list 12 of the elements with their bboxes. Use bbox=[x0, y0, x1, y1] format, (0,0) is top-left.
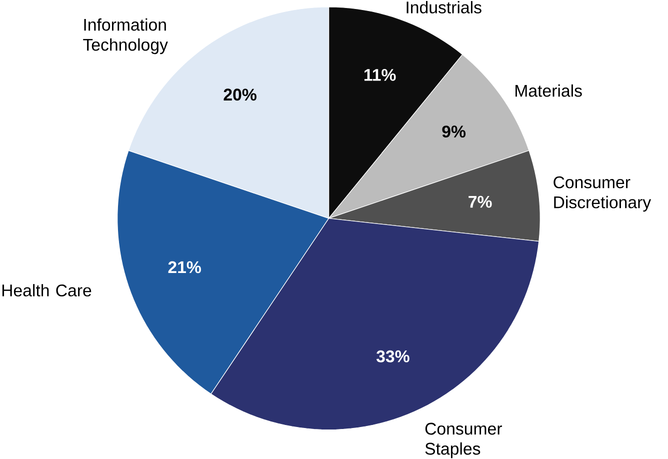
slice-label: Consumer Discretionary bbox=[554, 176, 652, 212]
slice-label: Information Technology bbox=[83, 18, 168, 54]
data-label: 20% bbox=[224, 88, 256, 101]
data-label: 33% bbox=[376, 350, 410, 362]
slice-label: Materials bbox=[516, 84, 582, 97]
slice-label: Consumer Staples bbox=[425, 422, 502, 458]
slice-label: Industrials bbox=[406, 0, 482, 14]
data-label: 9% bbox=[442, 126, 466, 138]
slice-label: Health Care bbox=[2, 284, 92, 296]
data-label: 11% bbox=[364, 68, 396, 81]
data-label: 21% bbox=[168, 261, 201, 274]
data-label: 7% bbox=[468, 196, 492, 208]
